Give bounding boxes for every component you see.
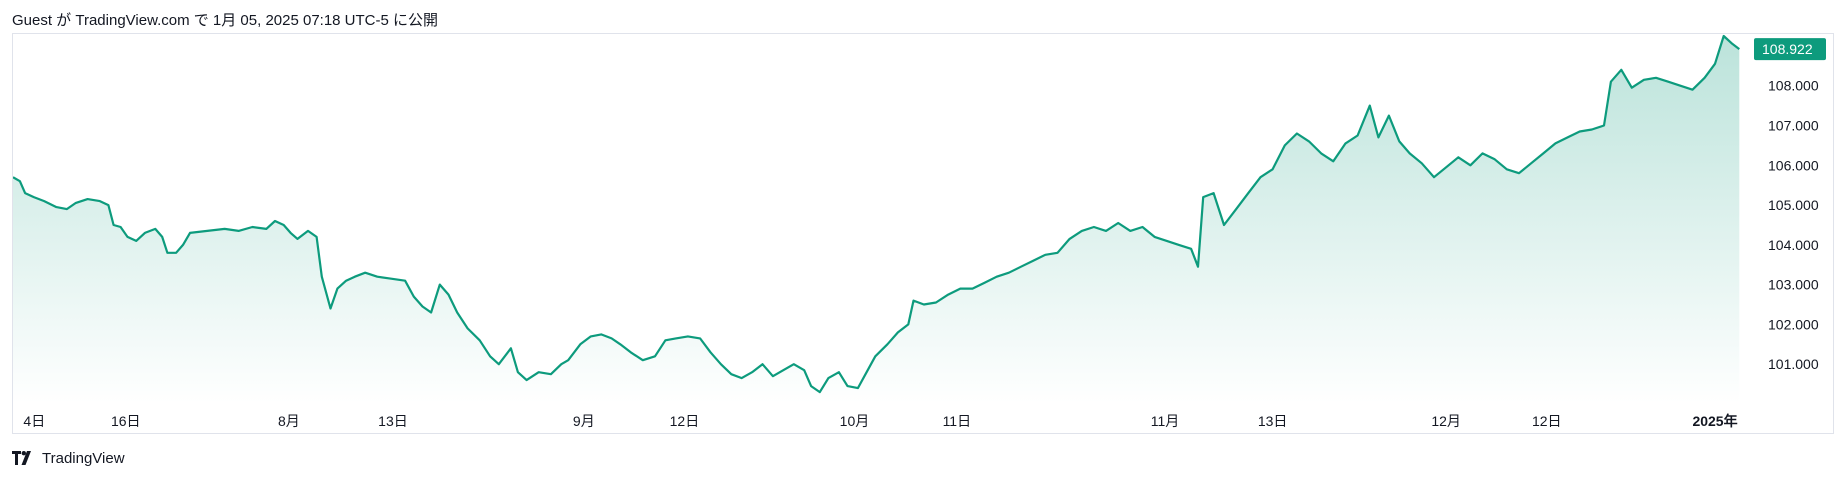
time-axis[interactable]: 4日 16日 8月 13日 9月 12日 10月 11日 11月 13日 12月 12日 2025年 bbox=[23, 413, 1737, 429]
area-chart[interactable]: 108.000 107.000 106.000 105.000 104.000 103.0… bbox=[13, 34, 1833, 433]
y-tick-label: 106.000 bbox=[1768, 157, 1819, 173]
area-fill bbox=[13, 36, 1740, 404]
x-tick-label: 13日 bbox=[1258, 413, 1288, 429]
x-tick-label: 11日 bbox=[943, 413, 972, 429]
x-tick-label: 13日 bbox=[378, 413, 408, 429]
x-tick-label: 12日 bbox=[670, 413, 700, 429]
y-tick-label: 108.000 bbox=[1768, 78, 1819, 94]
x-tick-label: 11月 bbox=[1151, 413, 1180, 429]
last-price-badge bbox=[1754, 38, 1826, 61]
x-tick-label: 9月 bbox=[573, 413, 595, 429]
x-tick-label: 12日 bbox=[1532, 413, 1562, 429]
publish-info: Guest が TradingView.com で 1月 05, 2025 07… bbox=[12, 12, 439, 29]
y-tick-label: 107.000 bbox=[1768, 118, 1819, 134]
tradingview-logo-icon bbox=[12, 451, 31, 465]
brand-name: TradingView bbox=[42, 449, 125, 467]
last-price-text: 108.922 bbox=[1762, 41, 1813, 57]
x-tick-label: 16日 bbox=[111, 413, 141, 429]
chart-frame[interactable]: 108.000 107.000 106.000 105.000 104.000 103.0… bbox=[12, 33, 1834, 434]
y-tick-label: 102.000 bbox=[1768, 316, 1819, 332]
y-tick-label: 103.000 bbox=[1768, 277, 1819, 293]
x-tick-label: 4日 bbox=[23, 413, 45, 429]
y-tick-label: 104.000 bbox=[1768, 237, 1819, 253]
x-tick-label: 10月 bbox=[840, 413, 870, 429]
x-tick-label: 12月 bbox=[1431, 413, 1461, 429]
footer: TradingView bbox=[12, 448, 125, 468]
last-price-label: 108.922 bbox=[1754, 38, 1826, 61]
price-axis[interactable]: 108.000 107.000 106.000 105.000 104.000 103.0… bbox=[1768, 78, 1819, 372]
x-tick-label: 2025年 bbox=[1692, 413, 1737, 429]
price-line bbox=[13, 34, 1740, 394]
y-tick-label: 105.000 bbox=[1768, 197, 1819, 213]
x-tick-label: 8月 bbox=[278, 413, 300, 429]
y-tick-label: 101.000 bbox=[1768, 356, 1819, 372]
